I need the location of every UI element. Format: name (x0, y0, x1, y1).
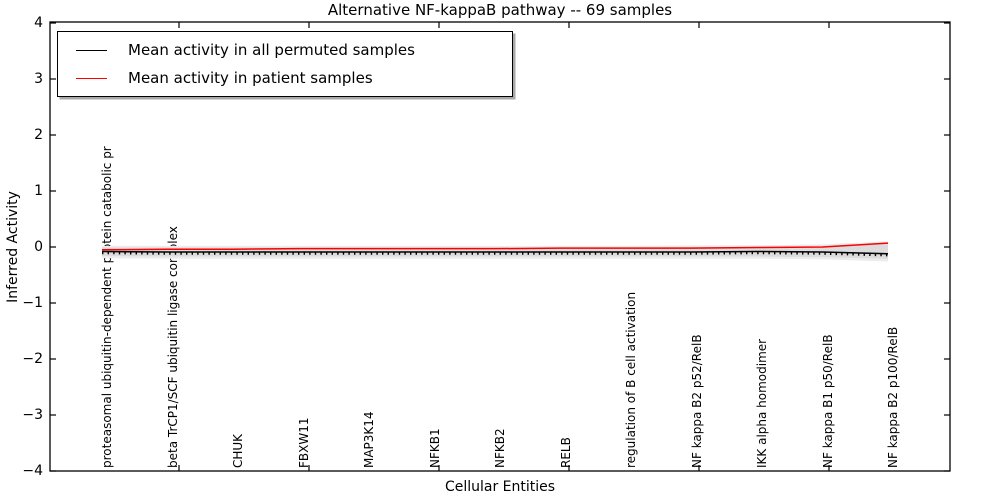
legend: Mean activity in all permuted samples Me… (57, 31, 513, 97)
y-tick-label: −3 (22, 407, 43, 423)
y-tick-label: −1 (22, 295, 43, 311)
y-tick-label: 4 (34, 15, 43, 31)
x-axis-label: Cellular Entities (444, 479, 556, 495)
y-tick-label: 0 (34, 239, 43, 255)
patient-line-swatch (76, 77, 107, 79)
y-tick-label: −4 (22, 463, 43, 479)
legend-label-permuted: Mean activity in all permuted samples (128, 41, 415, 59)
chart-title: Alternative NF-kappaB pathway -- 69 samp… (327, 1, 673, 19)
permuted-line-swatch (76, 49, 107, 51)
legend-entry-patient: Mean activity in patient samples (76, 69, 512, 87)
y-tick-label: 2 (34, 127, 43, 143)
legend-label-patient: Mean activity in patient samples (128, 69, 373, 87)
patient-mean-line (101, 242, 889, 251)
permuted-mean-line (101, 250, 889, 255)
y-tick-label: 1 (34, 183, 43, 199)
permuted-sample-markers (101, 250, 889, 257)
y-tick-label: 3 (34, 71, 43, 87)
y-tick-label: −2 (22, 351, 43, 367)
legend-entry-permuted: Mean activity in all permuted samples (76, 41, 512, 59)
